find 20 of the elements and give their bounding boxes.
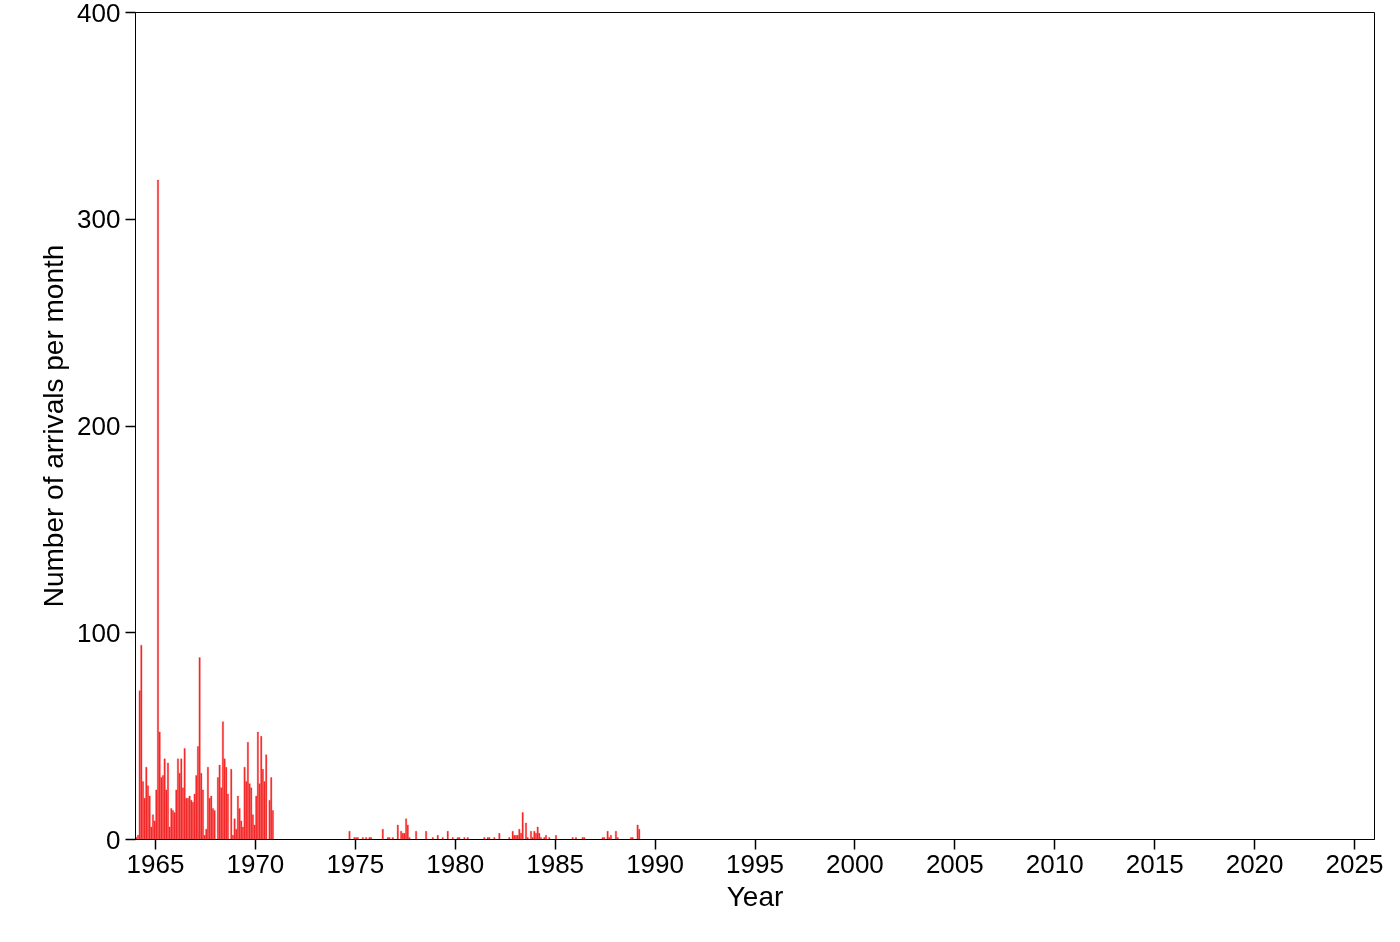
x-tick-label: 2000	[826, 848, 884, 879]
x-tick-label: 1970	[226, 848, 285, 879]
x-tick-label: 1975	[326, 848, 385, 879]
x-tick-label: 2015	[1125, 848, 1184, 879]
x-tick-label: 1990	[626, 848, 684, 879]
x-tick-label: 1980	[426, 848, 485, 879]
y-tick-label: 400	[77, 0, 121, 28]
x-axis-title: Year	[726, 880, 784, 912]
x-tick-label: 2005	[925, 848, 984, 879]
x-tick-label: 2020	[1225, 848, 1284, 879]
y-tick-label: 200	[77, 411, 121, 441]
y-tick-label: 0	[106, 824, 121, 855]
x-tick-label: 1985	[526, 848, 585, 879]
y-tick-label: 100	[77, 617, 121, 648]
x-tick-label: 1965	[126, 848, 185, 879]
y-axis-title: Number of arrivals per month	[38, 244, 70, 608]
x-tick-label: 2010	[1025, 848, 1084, 879]
x-tick-label: 2025	[1325, 848, 1384, 879]
y-tick-label: 300	[77, 204, 121, 235]
x-tick-label: 1995	[726, 848, 784, 879]
